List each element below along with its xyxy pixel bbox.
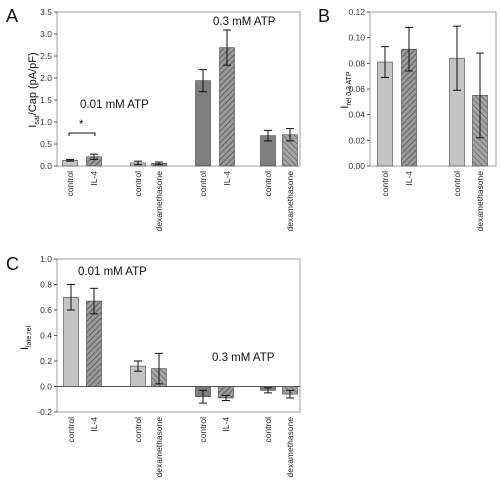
category-label: control — [65, 171, 75, 197]
y-tick-label: -0.2 — [37, 407, 52, 417]
y-axis-label: Ilate,rel — [19, 326, 33, 351]
category-label: dexamethasone — [285, 171, 295, 232]
category-label: control — [263, 417, 273, 443]
significance-bracket — [68, 132, 96, 136]
chart-panel-a: 0.0 0.5 1.0 1.5 2.0 2.5 3.0 3.5 control IL-4 contr… — [27, 7, 301, 232]
category-label: dexamethasone — [154, 417, 164, 478]
y-tick-label: 1.0 — [40, 254, 52, 264]
y-tick-label: 0.00 — [348, 161, 365, 171]
y-axis-label-main: I — [27, 125, 39, 128]
category-label: dexamethasone — [154, 171, 164, 232]
category-label: IL-4 — [222, 171, 232, 186]
y-tick-label: 2.5 — [40, 51, 52, 61]
category-label: IL-4 — [89, 171, 99, 186]
y-tick-label: 3.0 — [40, 29, 52, 39]
category-label: dexamethasone — [475, 171, 485, 232]
y-tick-label: 0.10 — [348, 33, 365, 43]
y-tick-label: 1.5 — [40, 95, 52, 105]
y-tick-label: 0.8 — [40, 280, 52, 290]
y-tick-label: 0.6 — [40, 305, 52, 315]
y-tick-label: 0.0 — [40, 382, 52, 392]
y-tick-label: 0.02 — [348, 135, 365, 145]
y-axis-label-subscript: rel 0.3 ATP — [346, 71, 353, 105]
y-tick-label: 3.5 — [40, 7, 52, 17]
annotation-a-low-atp: 0.01 mM ATP — [80, 99, 149, 111]
y-tick-label: 0.4 — [40, 331, 52, 341]
y-tick-label: 0.06 — [348, 84, 365, 94]
category-label: control — [133, 417, 143, 443]
bar — [195, 80, 211, 167]
category-label: control — [380, 171, 390, 197]
y-axis-label-main: I — [339, 106, 351, 109]
y-axis-label-rest: /Cap (pA/pF) — [27, 52, 39, 115]
category-label: IL-4 — [89, 417, 99, 432]
category-label: control — [66, 417, 76, 443]
category-label: dexamethasone — [285, 417, 295, 478]
y-axis-label-subscript: sat — [34, 115, 41, 124]
category-label: control — [198, 171, 208, 197]
chart-panel-b: 0.00 0.02 0.04 0.06 0.08 0.10 0.12 control IL-4 c… — [339, 7, 497, 232]
annotation-a-star: * — [79, 119, 84, 131]
panel-letter-b: B — [318, 6, 330, 26]
category-label: control — [133, 171, 143, 197]
y-tick-label: 0.04 — [348, 110, 365, 120]
bar — [63, 296, 79, 387]
category-label: control — [198, 417, 208, 443]
category-label: control — [452, 171, 462, 197]
y-tick-label: 0.08 — [348, 58, 365, 68]
panel-letter-c: C — [6, 254, 19, 274]
annotation-c-high-atp: 0.3 mM ATP — [212, 352, 275, 364]
chart-panel-c: -0.2 0.0 0.2 0.4 0.6 0.8 1.0 control IL-4 control… — [19, 254, 301, 478]
category-label: IL-4 — [404, 171, 414, 186]
panel-letter-a: A — [6, 6, 18, 26]
y-axis-label: Isat/Cap (pA/pF) — [27, 52, 41, 127]
y-tick-label: 0.12 — [348, 7, 365, 17]
y-tick-label: 2.0 — [40, 73, 52, 83]
y-axis-label-subscript: late,rel — [26, 326, 33, 347]
plot-frame — [56, 11, 301, 167]
y-tick-label: 0.5 — [40, 139, 52, 149]
y-axis-label: Irel 0.3 ATP — [339, 71, 353, 109]
y-axis-label-main: I — [19, 347, 31, 350]
y-tick-label: 0.2 — [40, 356, 52, 366]
y-tick-label: 1.0 — [40, 117, 52, 127]
category-label: control — [263, 171, 273, 197]
y-tick-label: 0.0 — [40, 161, 52, 171]
annotation-c-low-atp: 0.01 mM ATP — [78, 266, 147, 278]
category-label: IL-4 — [221, 417, 231, 432]
annotation-a-high-atp: 0.3 mM ATP — [213, 16, 276, 28]
